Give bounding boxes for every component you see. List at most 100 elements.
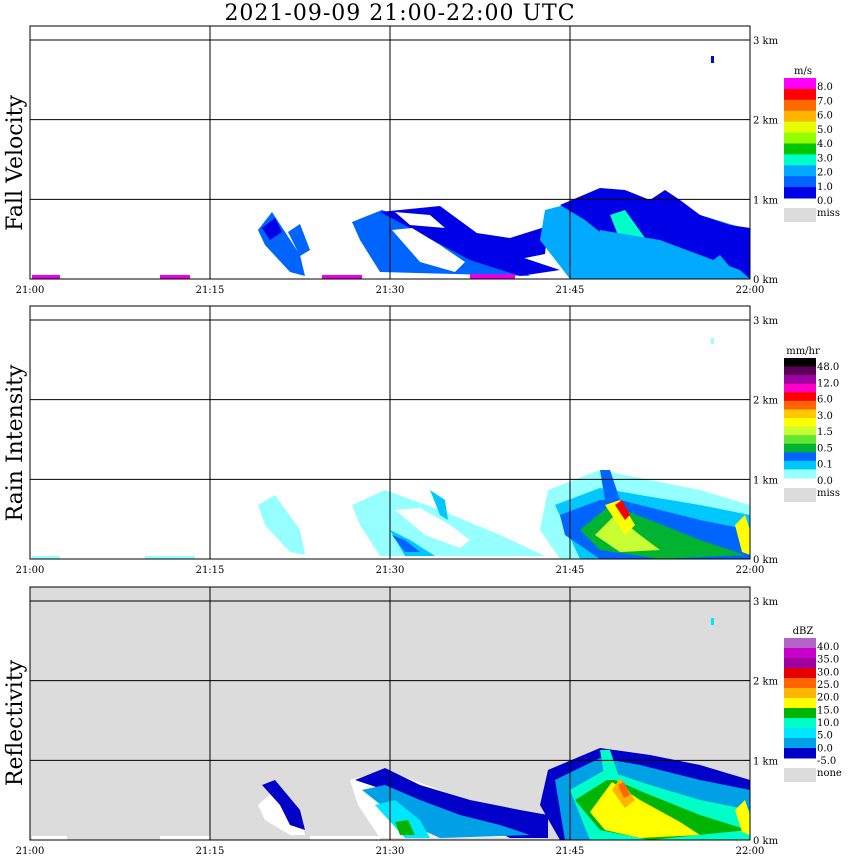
panel-ylabel: Fall Velocity [3,95,28,231]
legend-label: 6.0 [817,111,833,122]
legend-swatch [784,718,816,729]
legend-label: 4.0 [817,139,833,150]
legend-label: 5.0 [817,125,833,136]
axis-ticks: 21:00 21:15 21:30 21:45 22:000 km 1 km 2 km 3 k… [16,597,779,857]
legend-label: 0.5 [817,443,833,454]
legend-swatch [784,668,816,679]
echo-patch [618,782,630,798]
legend-label: 15.0 [817,705,839,716]
echo-patch [711,56,714,63]
legend-swatch [784,176,816,188]
echo-patch [615,500,630,520]
legend-missing-swatch [784,768,816,782]
legend-swatch [784,708,816,719]
legend-unit: dBZ [793,626,814,637]
legend-label: 1.0 [817,182,833,193]
y-tick-label: 0 km [753,555,779,566]
x-tick-label: 21:15 [196,846,225,857]
legend-swatch [784,121,816,134]
x-tick-label: 21:00 [16,846,45,857]
echo-patch [711,618,714,625]
legend-missing-label: miss [817,208,840,219]
legend-swatch [784,443,816,453]
x-tick-label: 22:00 [736,846,765,857]
legend-swatch [784,658,816,669]
legend-unit: mm/hr [786,346,820,357]
echo-patch [590,230,750,279]
legend-label: 0.0 [817,196,833,207]
panel-ylabel: Reflectivity [3,659,28,786]
echo-patch [595,515,660,552]
y-tick-label: 0 km [753,275,779,286]
echo-patch [310,836,380,840]
precip-echo-layer [32,56,750,279]
legend-swatch [784,409,816,419]
y-tick-label: 3 km [753,316,779,327]
x-tick-label: 22:00 [736,565,765,576]
echo-patch [392,535,420,552]
legend-label: 3.0 [817,153,833,164]
legend-swatch [784,698,816,709]
echo-patch [362,785,530,838]
legend-swatch [784,460,816,470]
plot-frame [29,305,751,560]
echo-patch [390,530,435,556]
legend-label: 20.0 [817,693,839,704]
y-tick-label: 2 km [753,396,779,407]
legend-label: 6.0 [817,395,833,406]
precip-echo-layer [32,338,750,559]
legend-swatch [784,452,816,462]
legend-label: 1.5 [817,427,833,438]
echo-patch [160,275,190,279]
legend-label: 3.0 [817,411,833,422]
echo-patch [735,515,750,555]
legend-swatch [784,187,816,199]
x-tick-label: 21:30 [376,285,405,296]
echo-patch [375,800,430,838]
legend-label: -5.0 [817,756,836,767]
axis-ticks: 21:00 21:15 21:30 21:45 22:000 km 1 km 2 km 3 k… [16,36,779,296]
legend-swatch [784,110,816,123]
legend-missing-label: miss [817,488,840,499]
echo-patch [395,508,470,548]
echo-patch [32,556,60,559]
panel-fall-velocity: Fall Velocity 21:00 21:15 21:30 21:45 22:000… [3,25,840,296]
echo-patch [288,224,310,256]
x-tick-label: 21:45 [556,846,585,857]
echo-patch [258,495,305,555]
legend-swatch [784,728,816,739]
y-tick-label: 1 km [753,475,779,486]
x-tick-label: 21:30 [376,565,405,576]
echo-patch [395,820,415,835]
y-tick-label: 1 km [753,756,779,767]
echo-patch [160,836,210,840]
legend-label: 0.0 [817,743,833,754]
x-tick-label: 21:15 [196,565,225,576]
y-tick-label: 1 km [753,195,779,206]
legend-label: 40.0 [817,642,839,653]
y-tick-label: 3 km [753,597,779,608]
legend-swatch [784,400,816,410]
echo-patch [392,228,465,272]
y-tick-label: 2 km [753,116,779,127]
echo-patch [32,836,67,840]
x-tick-label: 21:30 [376,846,405,857]
legend-swatch [784,88,816,101]
echo-patch [600,750,620,780]
echo-patch [145,556,195,559]
legend-swatch [784,383,816,393]
echo-patch [735,800,750,835]
legend-swatch [784,435,816,445]
panel-reflectivity: Reflectivity 21:00 21:15 21:30 21:45 22:000 … [3,586,842,857]
legend-swatch [784,358,816,368]
echo-patch [711,338,714,344]
x-tick-label: 21:00 [16,565,45,576]
legend-swatch [784,132,816,144]
legend-swatch [784,99,816,112]
legend-label: 5.0 [817,731,833,742]
legend-swatch [784,165,816,177]
legend-swatch [784,154,816,166]
